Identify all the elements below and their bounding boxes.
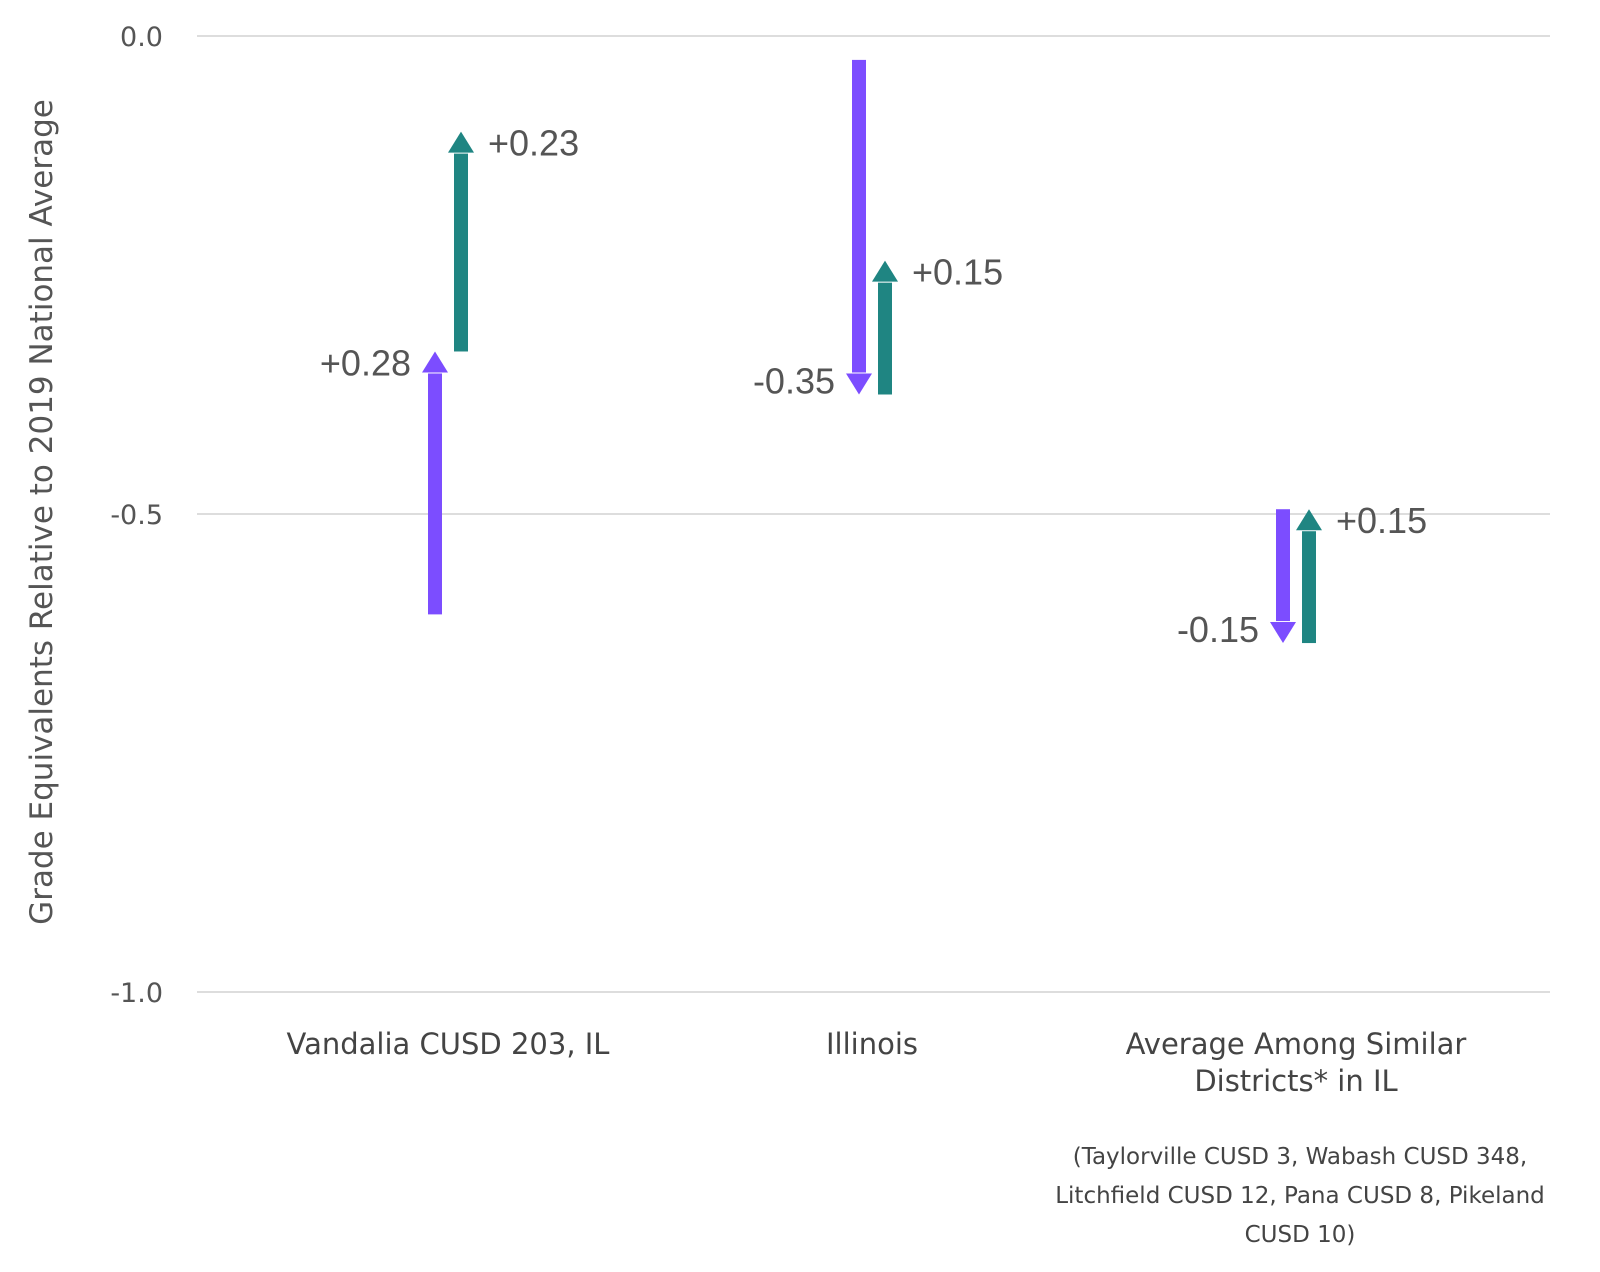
value-label-0-teal: +0.23	[488, 123, 579, 164]
value-label-2-purple: -0.15	[1177, 609, 1259, 650]
footnote-line-0: (Taylorville CUSD 3, Wabash CUSD 348,	[1073, 1144, 1528, 1170]
category-label-1-line-0: Illinois	[826, 1027, 918, 1061]
category-labels: Vandalia CUSD 203, IL Illinois Average Amo…	[287, 1027, 1467, 1098]
arrow-0-teal	[448, 131, 474, 352]
arrow-2-teal-shaft	[1302, 531, 1316, 644]
arrow-0-purple-head	[422, 351, 448, 373]
arrow-1-purple-shaft	[852, 59, 866, 373]
category-label-2-line-1: Districts* in IL	[1194, 1064, 1397, 1098]
arrow-0-purple-shaft	[428, 373, 442, 615]
arrow-2-purple-head	[1270, 622, 1296, 644]
y-tick-label-1: -0.5	[110, 500, 163, 531]
y-tick-label-0: 0.0	[120, 22, 163, 53]
arrow-1-purple	[846, 59, 872, 395]
value-label-1-purple: -0.35	[753, 361, 835, 402]
arrow-1-teal-head	[872, 260, 898, 282]
arrow-layer	[422, 59, 1322, 644]
category-label-2-line-0: Average Among Similar	[1126, 1027, 1467, 1061]
value-label-2-teal: +0.15	[1336, 500, 1427, 541]
arrow-0-purple	[422, 351, 448, 615]
arrow-2-purple	[1270, 509, 1296, 644]
arrow-0-teal-shaft	[454, 153, 468, 352]
arrow-1-teal-shaft	[878, 282, 892, 395]
y-tick-label-2: -1.0	[110, 978, 163, 1009]
arrow-1-purple-head	[846, 373, 872, 395]
footnote-line-2: CUSD 10)	[1245, 1222, 1356, 1248]
y-axis-label: Grade Equivalents Relative to 2019 Natio…	[24, 99, 60, 925]
y-axis-ticks: 0.0 -0.5 -1.0	[110, 22, 163, 1009]
grid-layer	[197, 35, 1550, 993]
arrow-1-teal	[872, 260, 898, 395]
value-label-1-teal: +0.15	[912, 252, 1003, 293]
value-labels: +0.28 +0.23 -0.35 +0.15 -0.15 +0.15	[320, 123, 1427, 650]
value-label-0-purple: +0.28	[320, 342, 411, 383]
category-label-0-line-0: Vandalia CUSD 203, IL	[287, 1027, 610, 1061]
arrow-2-teal	[1296, 509, 1322, 644]
arrow-0-teal-head	[448, 131, 474, 153]
arrow-2-teal-head	[1296, 509, 1322, 531]
footnote: (Taylorville CUSD 3, Wabash CUSD 348, Lit…	[1055, 1144, 1545, 1248]
footnote-line-1: Litchfield CUSD 12, Pana CUSD 8, Pikelan…	[1055, 1183, 1545, 1209]
arrow-2-purple-shaft	[1276, 509, 1290, 622]
